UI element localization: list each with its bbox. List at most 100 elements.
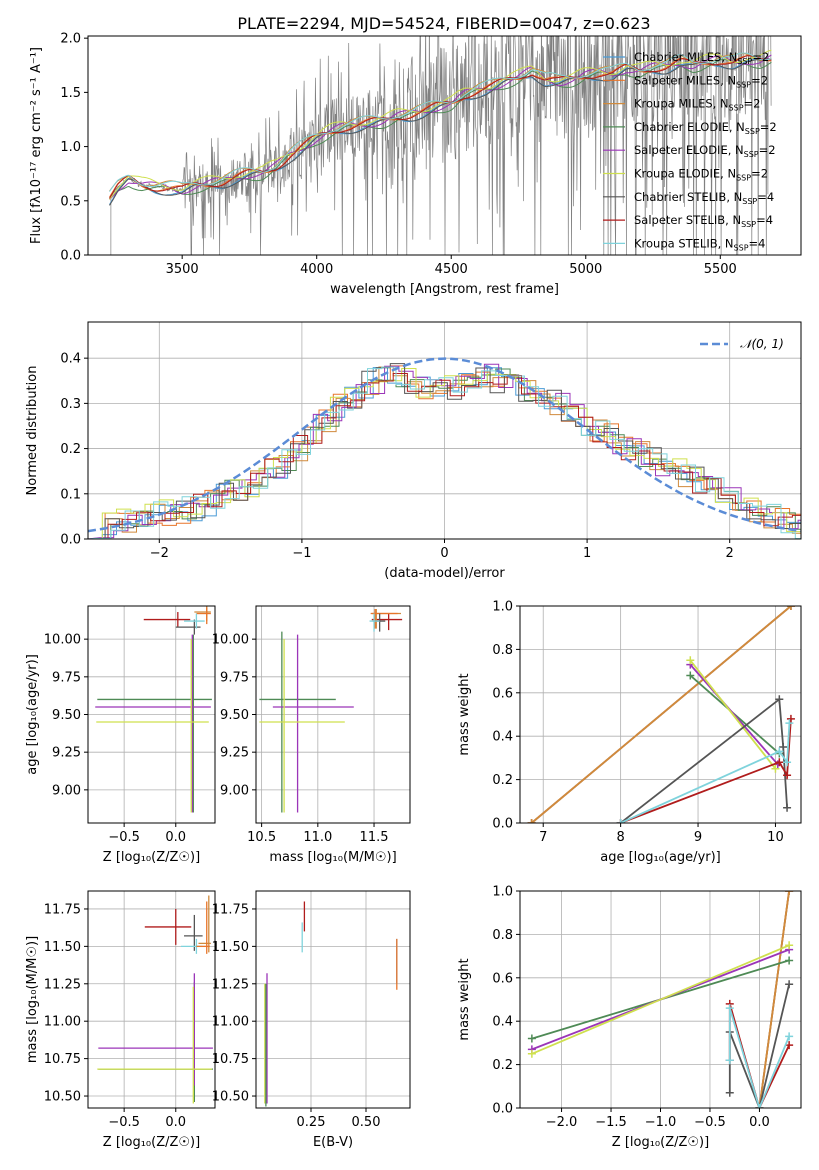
x-tick-label: 8	[616, 830, 624, 845]
y-tick-label: 10.50	[212, 1090, 249, 1105]
point-marker	[755, 1104, 764, 1108]
point-marker	[775, 747, 784, 756]
residual-hist-panel: −2 −1 0 1 2 0.0 0.1 0.2 0.3 0.4 (data-model)/error…	[25, 321, 802, 581]
grid	[256, 606, 410, 823]
mass-vs-EBV-panel: 0.25 0.50 10.50 10.75 11.00 11.25 11.50 11.75 E(…	[212, 890, 411, 1150]
age-vs-mass-panel: 10.5 11.0 11.5 9.00 9.25 9.50 9.75 10.00 mass [l…	[212, 605, 411, 865]
spectrum-panel: 3500 4000 4500 5000 5500 0.0 0.5 1.0 1.5 2.0 wavel…	[29, 32, 802, 297]
legend: Chabrier MILES, NSSP=2 Salpeter MILES, NS…	[603, 50, 777, 252]
legend-label: Chabrier MILES, NSSP=2	[634, 50, 769, 66]
x-tick-label: −2	[150, 546, 169, 561]
errorbar-chabrier-elodie	[97, 634, 212, 813]
hist-chabrier-elodie	[88, 368, 801, 539]
errorbar-salpeter-stelib	[144, 908, 192, 945]
legend-label: Chabrier STELIB, NSSP=4	[634, 190, 774, 206]
axes-frame	[519, 605, 802, 824]
point-marker	[783, 771, 792, 780]
hist-kroupa-stelib	[88, 366, 801, 539]
errorbar-salpeter-miles	[196, 607, 211, 625]
axes-frame	[87, 605, 216, 824]
y-tick-label: 0.1	[60, 487, 81, 502]
gaussian-line	[88, 357, 801, 533]
x-tick-label: 5000	[569, 262, 602, 277]
x-tick-label: 11.5	[360, 830, 389, 845]
x-axis-label: (data-model)/error	[384, 566, 505, 581]
point-marker	[686, 671, 695, 680]
hist-chabrier-miles	[88, 367, 801, 539]
y-tick-label: 0.8	[492, 928, 513, 943]
x-tick-label: 11.0	[303, 830, 332, 845]
y-axis-label: mass weight	[457, 673, 472, 755]
errorbar-salpeter-miles	[196, 901, 210, 954]
errorbar-salpeter-elodie	[272, 634, 354, 813]
y-tick-label: 9.00	[220, 783, 249, 798]
x-tick-label: 0.0	[165, 830, 186, 845]
legend-label: Kroupa STELIB, NSSP=4	[634, 236, 765, 252]
point-marker	[783, 803, 792, 812]
y-tick-label: 0.0	[60, 533, 81, 548]
axes-frame	[87, 35, 802, 256]
x-tick-label: 5500	[704, 262, 737, 277]
x-tick-label: −2.0	[546, 1115, 578, 1130]
x-axis-label: age [log₁₀(age/yr)]	[600, 850, 721, 865]
series-salpeter-stelib	[620, 718, 792, 823]
y-tick-label: 0.2	[60, 442, 81, 457]
errorbar-chabrier-stelib	[184, 914, 203, 951]
axes-frame	[519, 890, 802, 1109]
x-axis-label: Z [log₁₀(Z/Z☉)]	[103, 1135, 200, 1150]
point-marker	[785, 891, 794, 895]
y-tick-label: 9.00	[52, 783, 81, 798]
errorbar-kroupa-stelib	[369, 613, 380, 632]
x-tick-label: −0.5	[694, 1115, 726, 1130]
x-axis-label: wavelength [Angstrom, rest frame]	[330, 282, 559, 297]
y-tick-label: 0.0	[60, 249, 81, 264]
y-tick-label: 11.50	[212, 940, 249, 955]
plot-area	[527, 891, 794, 1108]
y-axis-label: Normed distribution	[25, 366, 40, 496]
series-kroupa-stelib	[620, 723, 791, 823]
errorbar-kroupa-elodie	[97, 986, 212, 1104]
y-tick-label: 0.2	[492, 773, 513, 788]
y-tick-label: 11.75	[44, 902, 81, 917]
axes-frame	[255, 890, 411, 1109]
point-marker	[527, 1049, 536, 1058]
x-tick-label: 4000	[300, 262, 333, 277]
y-tick-label: 0.0	[492, 817, 513, 832]
point-marker	[725, 1088, 734, 1097]
point-marker	[783, 758, 792, 767]
y-tick-label: 10.00	[44, 633, 81, 648]
y-tick-label: 1.0	[60, 140, 81, 155]
x-tick-label: −0.5	[108, 830, 140, 845]
x-tick-label: 3500	[166, 262, 199, 277]
y-tick-label: 0.6	[492, 971, 513, 986]
x-tick-label: −1	[292, 546, 311, 561]
weight-vs-age-panel: 7 8 9 10 0.0 0.2 0.4 0.6 0.8 1.0 age [log₁₀(age/yr…	[457, 600, 802, 865]
y-tick-label: 0.0	[492, 1102, 513, 1117]
x-tick-label: 10.5	[247, 830, 276, 845]
point-marker	[779, 743, 788, 752]
point-marker	[725, 1004, 734, 1013]
legend-label: Salpeter ELODIE, NSSP=2	[634, 143, 776, 159]
errorbar-salpeter-miles	[370, 609, 398, 629]
y-tick-label: 11.00	[212, 1015, 249, 1030]
series-salpeter-elodie	[689, 664, 779, 765]
y-tick-label: 9.50	[220, 708, 249, 723]
grid	[88, 606, 215, 823]
y-tick-label: 0.2	[492, 1058, 513, 1073]
y-tick-label: 0.5	[60, 194, 81, 209]
model-line-chabrier-stelib	[109, 58, 772, 206]
x-tick-label: 2	[726, 546, 734, 561]
y-tick-label: 11.25	[212, 977, 249, 992]
y-tick-label: 11.25	[44, 977, 81, 992]
x-tick-label: −0.5	[108, 1115, 140, 1130]
errorbar-kroupa-elodie	[96, 639, 209, 813]
point-marker	[686, 656, 695, 665]
point-marker	[775, 758, 784, 767]
plot-area	[95, 606, 212, 813]
y-tick-label: 10.75	[212, 1052, 249, 1067]
y-tick-label: 0.4	[60, 352, 81, 367]
legend-label: Salpeter STELIB, NSSP=4	[634, 213, 773, 229]
plot-area	[264, 901, 398, 1107]
x-axis-label: E(B-V)	[313, 1135, 353, 1150]
x-tick-label: 0	[440, 546, 448, 561]
